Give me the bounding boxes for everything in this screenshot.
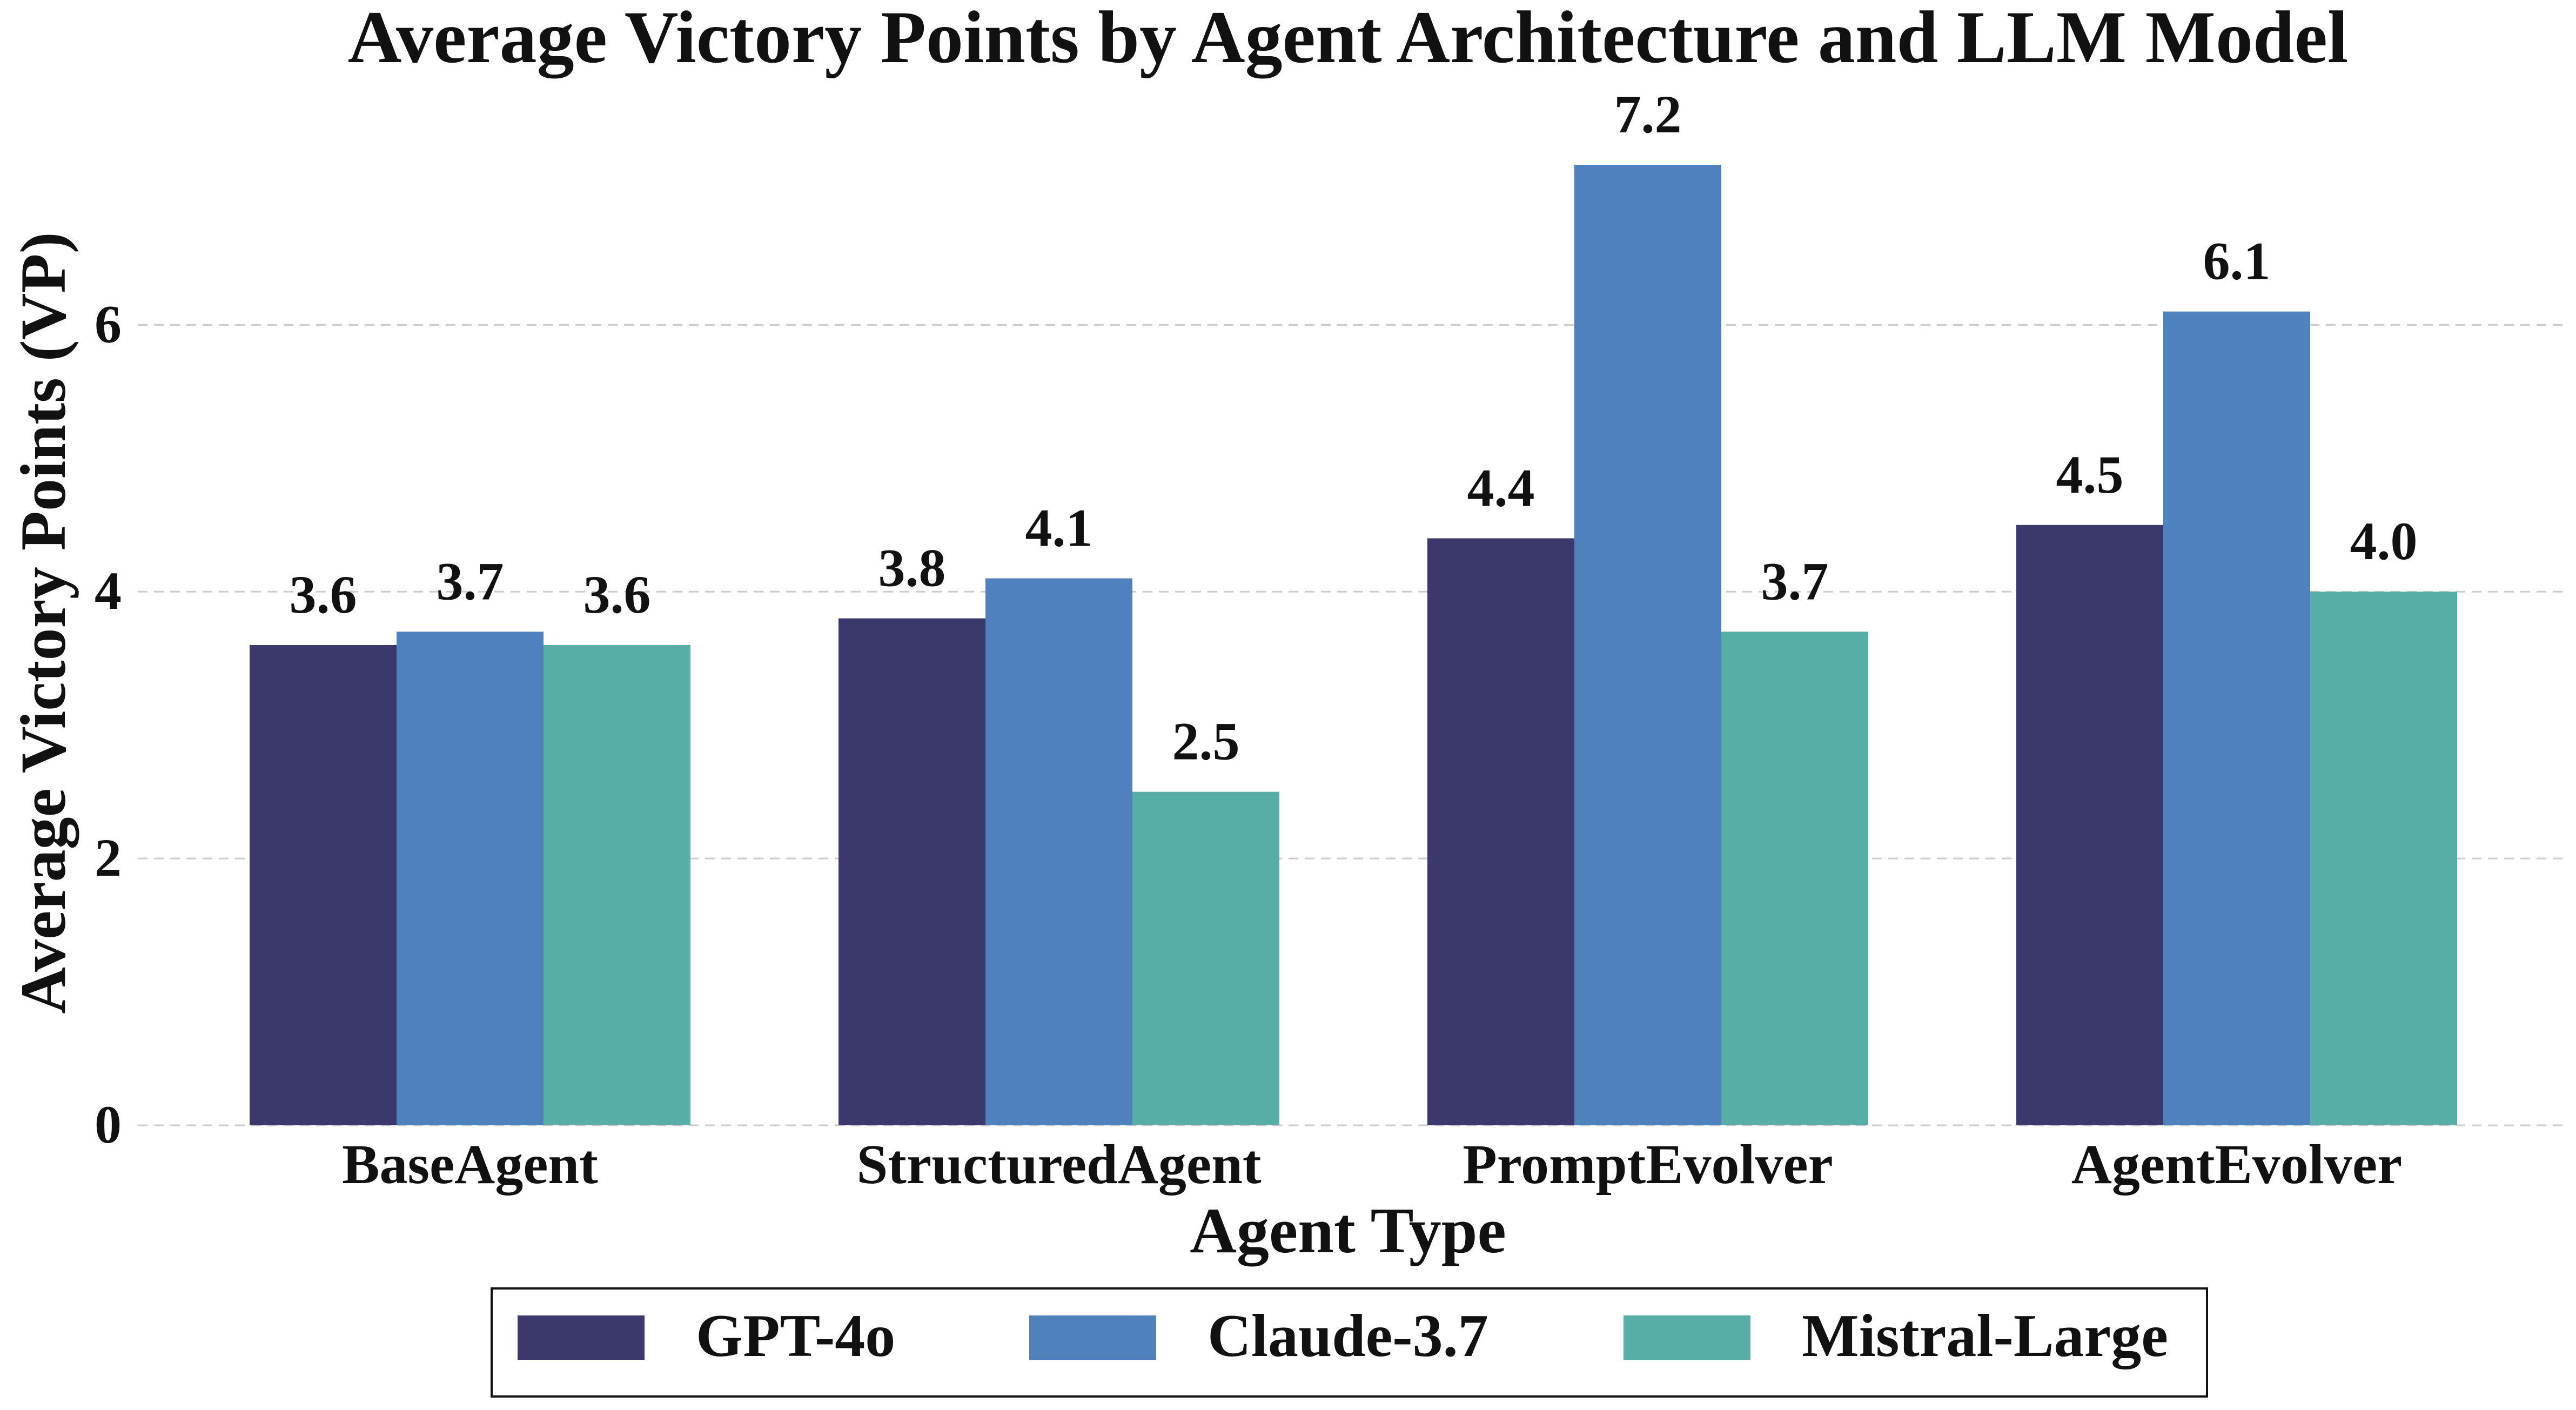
x-tick-label: StructuredAgent bbox=[856, 1133, 1261, 1196]
legend-items: GPT-4o Claude-3.7 Mistral-Large bbox=[518, 1302, 2168, 1369]
data-label: 2.5 bbox=[1172, 711, 1240, 771]
data-label: 3.6 bbox=[583, 565, 651, 625]
bars bbox=[250, 165, 2457, 1125]
legend-label: Claude-3.7 bbox=[1208, 1302, 1488, 1369]
x-tick-label: BaseAgent bbox=[342, 1133, 598, 1196]
data-label: 4.4 bbox=[1467, 458, 1535, 518]
legend-frame bbox=[491, 1287, 2208, 1398]
y-tick-label: 6 bbox=[95, 294, 122, 354]
legend-label: Mistral-Large bbox=[1802, 1302, 2168, 1369]
x-axis-label: Agent Type bbox=[1190, 1194, 1506, 1267]
legend-swatch bbox=[1029, 1315, 1156, 1360]
legend-swatch bbox=[518, 1315, 645, 1360]
y-axis-ticks: 0 2 4 6 bbox=[95, 294, 122, 1154]
data-labels: 3.6 3.8 4.4 4.5 3.7 4.1 7.2 6.1 3.6 2.5 3.7 4.0 bbox=[290, 84, 2418, 771]
bar bbox=[1427, 538, 1574, 1125]
bar bbox=[397, 632, 544, 1125]
data-label: 3.7 bbox=[1761, 551, 1829, 611]
data-label: 4.5 bbox=[2056, 445, 2124, 505]
bar bbox=[985, 578, 1132, 1125]
bar bbox=[2310, 592, 2457, 1125]
data-label: 4.0 bbox=[2350, 511, 2418, 571]
legend-swatch bbox=[1624, 1315, 1750, 1360]
bar bbox=[838, 618, 985, 1125]
legend-label: GPT-4o bbox=[696, 1302, 895, 1369]
y-tick-label: 4 bbox=[95, 561, 122, 621]
bar bbox=[250, 645, 397, 1125]
bar bbox=[1574, 165, 1721, 1125]
y-axis-label: Average Victory Points (VP) bbox=[7, 232, 79, 1013]
y-tick-label: 0 bbox=[95, 1095, 122, 1154]
data-label: 3.6 bbox=[290, 565, 357, 625]
bar bbox=[1132, 791, 1279, 1125]
x-axis-ticks: BaseAgent StructuredAgent PromptEvolver Age… bbox=[342, 1133, 2402, 1196]
x-tick-label: AgentEvolver bbox=[2071, 1133, 2402, 1196]
chart-title: Average Victory Points by Agent Architec… bbox=[348, 0, 2349, 78]
bar bbox=[2163, 311, 2310, 1125]
data-label: 4.1 bbox=[1025, 498, 1093, 558]
data-label: 6.1 bbox=[2203, 231, 2271, 291]
x-tick-label: PromptEvolver bbox=[1463, 1133, 1833, 1196]
bar bbox=[544, 645, 690, 1125]
y-tick-label: 2 bbox=[95, 828, 122, 888]
legend: GPT-4o Claude-3.7 Mistral-Large bbox=[491, 1287, 2208, 1398]
data-label: 7.2 bbox=[1614, 84, 1682, 144]
data-label: 3.7 bbox=[437, 551, 504, 611]
bar bbox=[2016, 525, 2163, 1125]
bar bbox=[1721, 632, 1868, 1125]
data-label: 3.8 bbox=[878, 538, 946, 598]
